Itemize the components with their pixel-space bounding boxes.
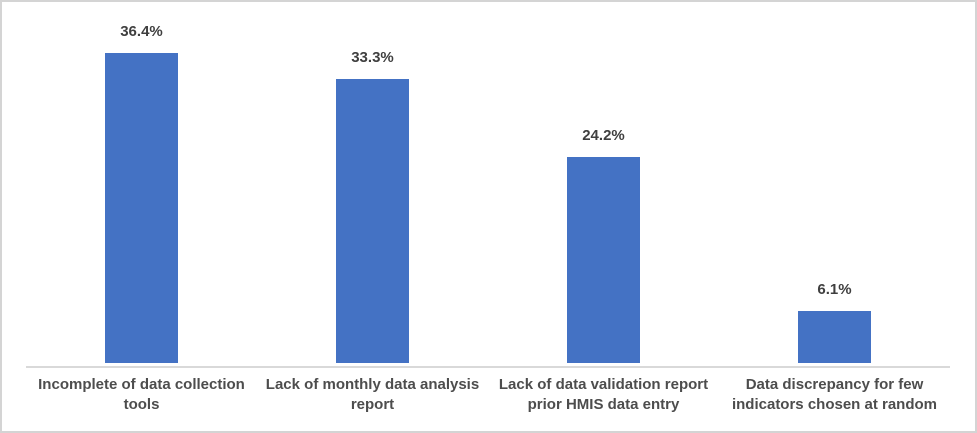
bar-column: 24.2% bbox=[488, 2, 719, 363]
x-axis-category-labels: Incomplete of data collection tools Lack … bbox=[26, 375, 950, 415]
bar-column: 36.4% bbox=[26, 2, 257, 363]
x-axis-line bbox=[26, 366, 950, 368]
value-label: 6.1% bbox=[817, 281, 852, 298]
value-label: 36.4% bbox=[120, 23, 163, 40]
bar bbox=[336, 79, 409, 363]
bar bbox=[567, 157, 640, 363]
value-label: 33.3% bbox=[351, 49, 394, 66]
bar-column: 33.3% bbox=[257, 2, 488, 363]
plot-area: 36.4% 33.3% 24.2% 6.1% bbox=[26, 2, 950, 363]
category-label: Data discrepancy for few indicators chos… bbox=[731, 376, 938, 413]
category-label: Lack of monthly data analysis report bbox=[265, 376, 480, 413]
category-label: Incomplete of data collection tools bbox=[38, 376, 245, 413]
bar-column: 6.1% bbox=[719, 2, 950, 363]
bar bbox=[798, 311, 871, 363]
category-label: Lack of data validation report prior HMI… bbox=[498, 376, 709, 413]
bar bbox=[105, 53, 178, 363]
value-label: 24.2% bbox=[582, 127, 625, 144]
